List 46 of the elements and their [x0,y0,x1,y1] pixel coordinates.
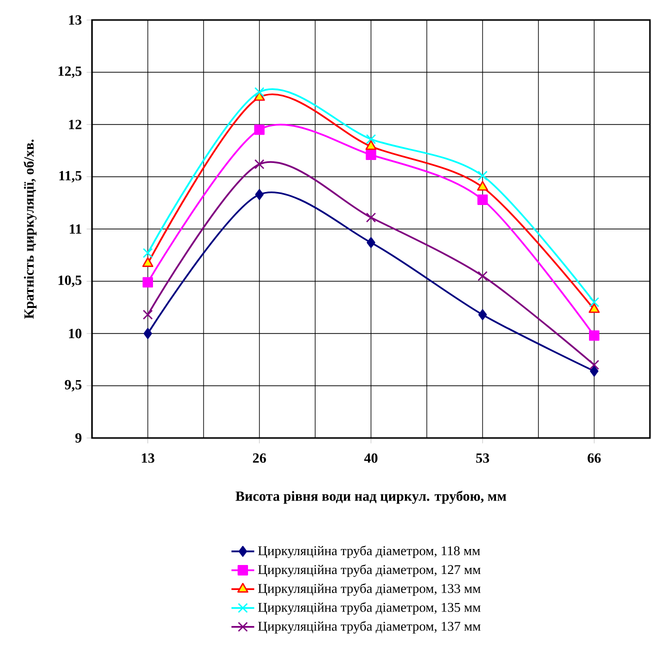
x-tick-label: 13 [142,453,154,463]
y-tick-label: 9,5 [64,380,82,392]
point [254,159,265,170]
point [366,212,376,223]
legend-label: Циркуляційна труба діаметром, 135 мм [258,602,481,615]
x-tick-label: 26 [253,453,266,463]
point [478,271,488,282]
point [366,237,376,248]
point [142,277,154,288]
y-axis-title: Кратність циркуляції, об/хв. [24,140,37,319]
point [142,310,153,320]
point [366,134,376,144]
point [478,194,488,205]
legend-label: Циркуляційна труба діаметром, 118 мм [258,546,480,558]
legend-label: Циркуляційна труба діаметром, 127 мм [258,564,481,577]
y-tick-label: 11,5 [59,171,82,182]
point [142,248,153,258]
point [366,150,376,160]
y-tick-label: 9 [75,433,82,443]
y-tick-label: 12,5 [58,66,82,78]
point [144,328,152,339]
y-tick-label: 10,5 [58,276,82,287]
point [478,170,488,181]
point [255,189,264,200]
point [589,330,600,341]
point [254,87,265,98]
x-tick-label: 66 [588,453,601,463]
x-tick-label: 53 [476,453,490,463]
y-tick-label: 11 [70,224,82,234]
point [590,366,599,377]
point [588,303,600,313]
point [142,257,154,267]
y-tick-label: 10 [69,328,82,338]
y-tick-label: 12 [69,120,82,130]
point [254,91,266,101]
point [589,297,600,308]
x-axis-title: Висота рівня води над циркул. трубою, мм [236,490,506,504]
x-tick-label: 40 [364,453,378,463]
y-tick-label: 13 [69,15,82,25]
point [254,124,265,135]
legend-label: Циркуляційна труба діаметром, 137 мм [258,621,481,634]
point [478,309,487,320]
point [477,180,488,191]
point [589,360,600,370]
point [366,140,377,150]
legend-label: Циркуляційна труба діаметром, 133 мм [258,583,481,596]
